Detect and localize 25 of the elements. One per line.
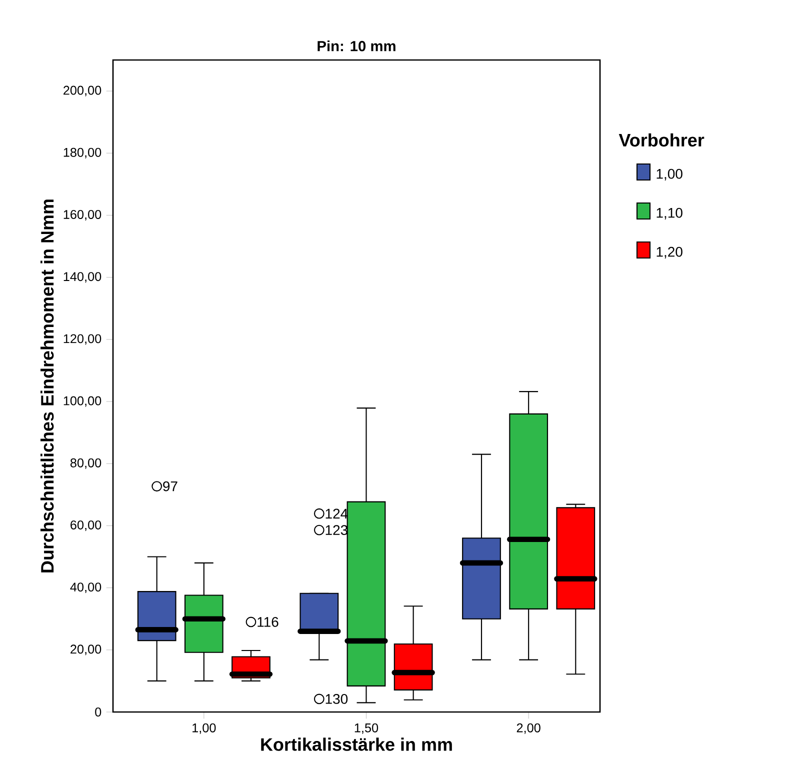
legend-label: 1,20: [656, 246, 682, 258]
x-tick-label: 1,50: [354, 723, 378, 734]
y-tick-label: 200,00: [64, 86, 102, 96]
legend-label: 1,00: [656, 168, 682, 180]
y-tick-label: 160,00: [64, 210, 102, 220]
x-axis-title: Kortikalisstärke in mm: [261, 738, 452, 751]
y-tick-label: 60,00: [70, 520, 102, 531]
y-tick-label: 20,00: [70, 644, 102, 656]
x-tick-label: 1,00: [192, 723, 216, 734]
annotation: 97: [163, 481, 178, 492]
annotation: 130: [326, 694, 348, 704]
y-tick-label: 80,00: [70, 458, 102, 469]
y-tick-label: 140,00: [64, 272, 102, 283]
annotation: 123: [326, 525, 348, 536]
y-tick-label: 40,00: [70, 582, 102, 594]
annotation: 116: [258, 617, 278, 627]
y-tick-label: 0: [95, 708, 102, 716]
y-tick-label: 180,00: [64, 148, 102, 158]
y-tick-label: 100,00: [64, 396, 102, 407]
x-tick-label: 2,00: [516, 723, 540, 734]
chart-title: Pin: 10 mm: [318, 40, 396, 52]
legend-title: Vorbohrer: [618, 133, 704, 147]
y-axis-title: Durchschnittliches Eindrehmoment in Nmm: [40, 200, 54, 572]
legend-label: 1,10: [656, 208, 682, 220]
y-tick-label: 120,00: [64, 334, 102, 345]
